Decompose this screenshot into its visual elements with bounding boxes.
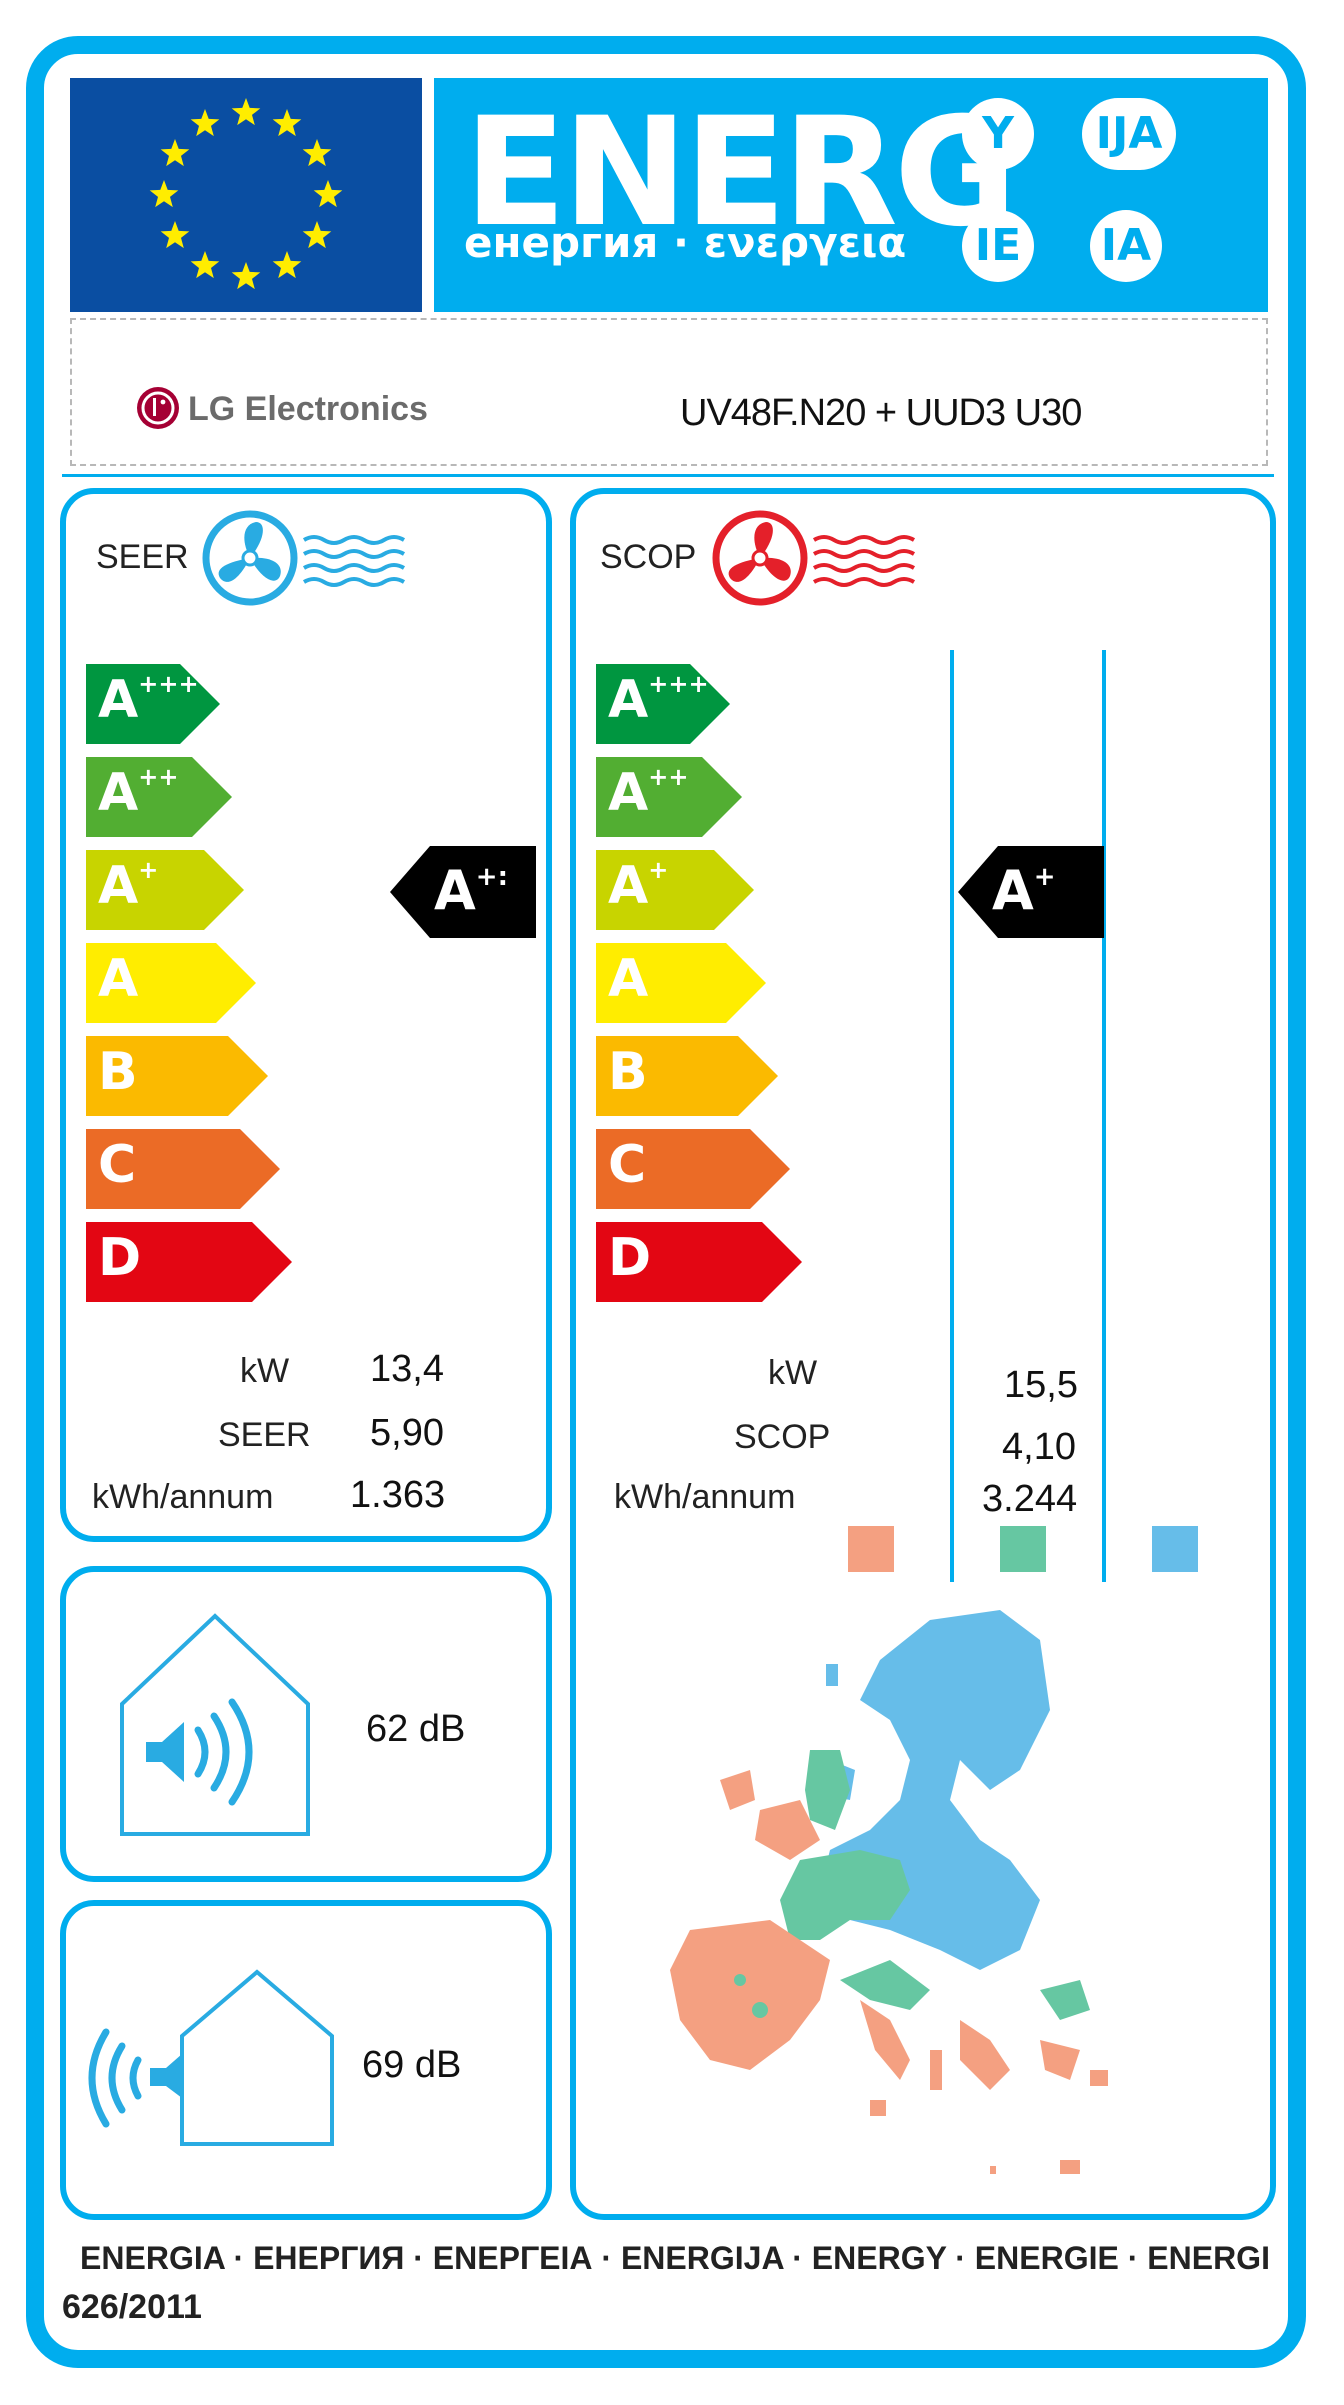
eu-stars-icon — [149, 98, 343, 290]
cooling-kw-value: 13,4 — [370, 1348, 444, 1390]
energy-class-arrow: A++ — [596, 757, 742, 837]
energy-class-label: D — [98, 1228, 142, 1288]
indoor-sound-icon — [118, 1612, 312, 1842]
energy-class-label: A+++ — [608, 670, 709, 730]
heating-rating-arrow: A+ — [958, 846, 1104, 938]
suffix-badge-ia: IA — [1090, 210, 1162, 282]
zone-warm-swatch — [848, 1526, 894, 1572]
cooling-annual-value: 1.363 — [350, 1474, 446, 1516]
cooling-annual-label: kWh/annum — [92, 1478, 274, 1516]
energy-class-label: A++ — [98, 763, 179, 823]
model-identifier: UV48F.N20 + UUD3 U30 — [680, 392, 1082, 434]
eu-star-icon — [313, 180, 343, 208]
eu-star-icon — [160, 221, 190, 249]
heating-scop-label: SCOP — [734, 1418, 831, 1456]
indoor-noise-panel — [60, 1566, 552, 1882]
energy-class-arrow: A — [596, 943, 766, 1023]
energy-class-arrow: B — [596, 1036, 778, 1116]
zone-column-line-2 — [1102, 650, 1106, 1582]
outdoor-noise-value: 69 dB — [362, 2044, 462, 2086]
energy-class-label: A+ — [98, 856, 159, 916]
eu-star-icon — [190, 109, 220, 137]
zone-cold-swatch — [1152, 1526, 1198, 1572]
indoor-noise-value: 62 dB — [366, 1708, 466, 1750]
heating-rating-label: A+ — [992, 859, 1056, 922]
outdoor-sound-icon — [88, 1968, 338, 2154]
eu-star-icon — [272, 251, 302, 279]
heating-annual-label: kWh/annum — [614, 1478, 796, 1516]
lg-logo-icon — [136, 386, 180, 430]
cooling-seer-value: 5,90 — [370, 1412, 444, 1454]
eu-flag — [70, 78, 422, 312]
cooling-seer-label: SEER — [218, 1416, 311, 1454]
cooling-rating-label: A+: — [434, 859, 508, 922]
energy-class-arrow: D — [86, 1222, 292, 1302]
supplier-brand: LG Electronics — [188, 390, 428, 428]
energy-class-arrow: A+ — [86, 850, 244, 930]
energy-class-arrow: A+ — [596, 850, 754, 930]
energy-class-label: A++ — [608, 763, 689, 823]
footer-regulation: 626/2011 — [62, 2288, 202, 2326]
energy-class-label: C — [98, 1135, 137, 1195]
energy-class-arrow: A+++ — [596, 664, 730, 744]
header-separator — [62, 474, 1274, 477]
heating-kw-value: 15,5 — [1004, 1364, 1078, 1406]
eu-star-icon — [231, 98, 261, 126]
heating-annual-value: 3.244 — [982, 1478, 1078, 1520]
energy-class-arrow: C — [596, 1129, 790, 1209]
cooling-kw-label: kW — [240, 1352, 290, 1390]
energy-class-label: C — [608, 1135, 647, 1195]
energy-class-arrow: A++ — [86, 757, 232, 837]
energy-class-arrow: A+++ — [86, 664, 220, 744]
footer-energy-words: ENERGIA · ЕНЕРГИЯ · ΕΝΕΡΓΕΙΑ · ENERGIJA … — [80, 2240, 1270, 2276]
suffix-badge-y: Y — [962, 98, 1034, 170]
heating-fan-icon — [710, 508, 930, 612]
supplier-box — [70, 318, 1268, 466]
seer-title: SEER — [96, 538, 189, 576]
energy-class-arrow: C — [86, 1129, 280, 1209]
eu-star-icon — [231, 262, 261, 290]
energy-class-label: B — [98, 1042, 138, 1102]
energy-class-arrow: D — [596, 1222, 802, 1302]
heating-panel — [570, 488, 1276, 2220]
zone-average-swatch — [1000, 1526, 1046, 1572]
energy-class-label: B — [608, 1042, 648, 1102]
heating-kw-label: kW — [768, 1354, 818, 1392]
label-frame — [26, 36, 1306, 2368]
outdoor-noise-panel — [60, 1900, 552, 2220]
energy-class-arrow: A — [86, 943, 256, 1023]
eu-star-icon — [190, 251, 220, 279]
eu-star-icon — [149, 180, 179, 208]
heating-scop-value: 4,10 — [1002, 1426, 1076, 1468]
energy-subtitle: енергия · ενεργεια — [464, 218, 907, 267]
zone-column-line-1 — [950, 650, 954, 1582]
suffix-badge-ija: IJA — [1082, 98, 1176, 170]
eu-star-icon — [160, 139, 190, 167]
cooling-rating-arrow: A+: — [390, 846, 536, 938]
eu-star-icon — [272, 109, 302, 137]
europe-climate-map — [660, 1600, 1190, 2200]
cooling-fan-icon — [200, 508, 420, 612]
energy-title: ENERG — [464, 86, 1017, 260]
energy-class-label: D — [608, 1228, 652, 1288]
energy-class-label: A — [98, 949, 139, 1009]
energy-class-arrow: B — [86, 1036, 268, 1116]
cooling-panel — [60, 488, 552, 1542]
energy-class-label: A+ — [608, 856, 669, 916]
eu-star-icon — [302, 221, 332, 249]
energy-class-label: A+++ — [98, 670, 199, 730]
suffix-badge-ie: IE — [962, 210, 1034, 282]
eu-star-icon — [302, 139, 332, 167]
energy-class-label: A — [608, 949, 649, 1009]
scop-title: SCOP — [600, 538, 697, 576]
